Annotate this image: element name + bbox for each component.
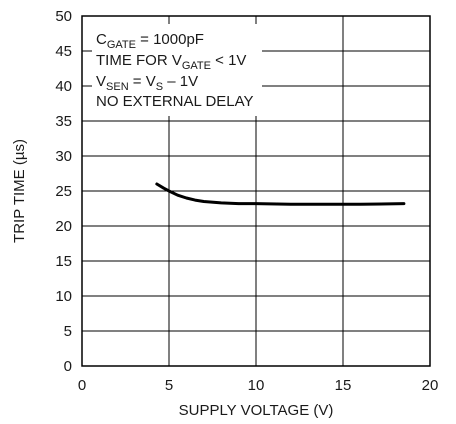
- y-tick-label-3: 15: [55, 253, 72, 270]
- x-tick-label-3: 15: [335, 377, 352, 394]
- y-tick-label-4: 20: [55, 218, 72, 235]
- annotation-line-1: CGATE = 1000pF: [96, 31, 204, 51]
- y-tick-label-8: 40: [55, 78, 72, 95]
- x-tick-label-1: 5: [165, 377, 173, 394]
- y-tick-label-1: 5: [64, 323, 72, 340]
- x-tick-label-4: 20: [422, 377, 439, 394]
- series-group: [155, 182, 406, 206]
- annotation-line-4: NO EXTERNAL DELAY: [96, 93, 254, 110]
- y-tick-label-6: 30: [55, 148, 72, 165]
- annotation-line-2: TIME FOR VGATE < 1V: [96, 52, 246, 72]
- y-axis-label: TRIP TIME (µs): [11, 139, 28, 243]
- y-tick-label-0: 0: [64, 358, 72, 375]
- plot-frame: [81, 15, 431, 367]
- series-line-0: [155, 182, 406, 206]
- x-tick-label-2: 10: [248, 377, 265, 394]
- y-tick-label-9: 45: [55, 43, 72, 60]
- tick-labels: 0 5 10 15 20 0 5 10 15 20 25 30 35 40 45 50: [55, 8, 438, 394]
- annotation-background: [92, 24, 262, 116]
- y-tick-label-2: 10: [55, 288, 72, 305]
- x-tick-label-0: 0: [78, 377, 86, 394]
- x-axis-label: SUPPLY VOLTAGE (V): [179, 402, 334, 419]
- annotation-line-3: VSEN = VS – 1V: [96, 73, 198, 93]
- y-tick-label-10: 50: [55, 8, 72, 25]
- y-tick-label-7: 35: [55, 113, 72, 130]
- y-tick-label-5: 25: [55, 183, 72, 200]
